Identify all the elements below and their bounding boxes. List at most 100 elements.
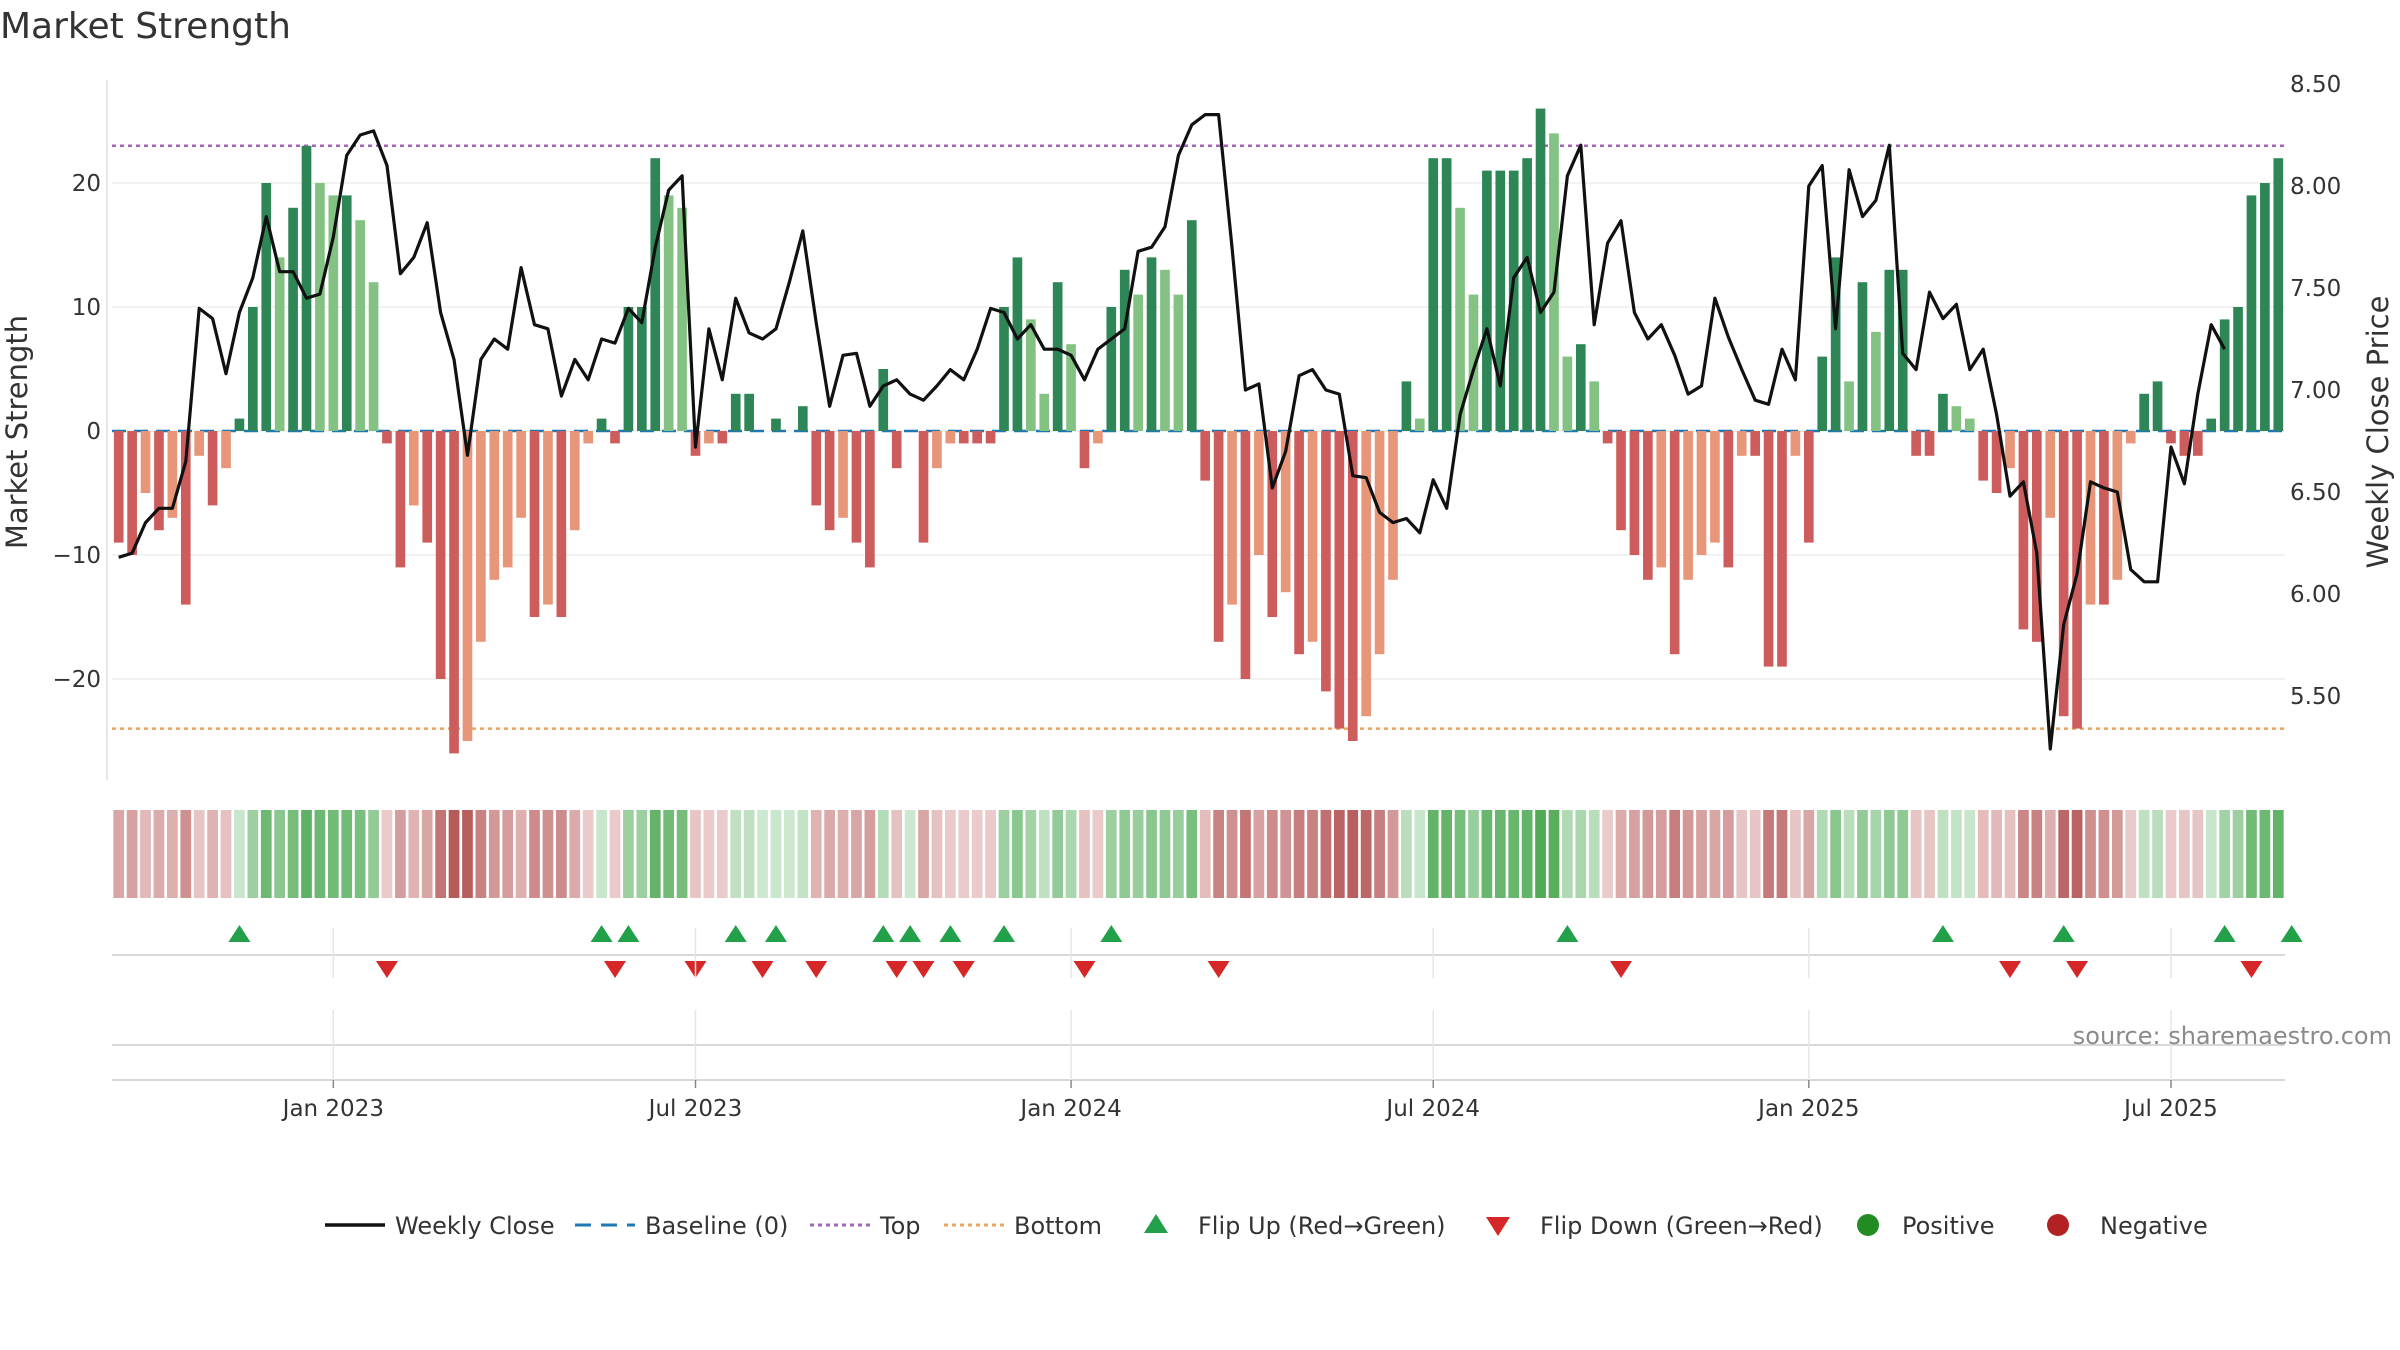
strength-bar [2005,431,2015,469]
strip-cell [341,810,353,898]
strength-bar [637,307,647,431]
strip-cell [1065,810,1077,898]
strip-cell [2205,810,2217,898]
strip-cell [891,810,903,898]
strip-cell [2272,810,2284,898]
strip-cell [488,810,500,898]
strip-cell [529,810,540,898]
strip-cell [1333,810,1345,898]
strip-cell [1682,810,1694,898]
weekly-close-line [118,113,2227,751]
legend-label: Baseline (0) [645,1212,788,1240]
strength-bar [1106,307,1117,431]
strength-bar [1455,207,1465,431]
strength-bar [972,431,983,444]
legend-label: Flip Up (Red→Green) [1198,1212,1446,1240]
strip-cell [1414,810,1426,898]
strip-cell [1642,810,1654,898]
strip-cell [569,810,581,898]
strip-cell [1548,810,1560,898]
strength-bar [1361,431,1371,717]
strip-cell [1427,810,1439,898]
flip-down-marker [2066,961,2089,978]
strip-cell [2138,810,2150,898]
strip-cell [2098,810,2110,898]
strip-cell [1977,810,1989,898]
strip-cell [596,810,607,898]
strip-cell [1253,810,1265,898]
strip-cell [2152,810,2163,898]
strip-cell [2232,810,2244,898]
legend-label: Weekly Close [395,1212,555,1240]
strength-bar [1750,431,1760,456]
strength-bar [1803,431,1814,543]
strength-bar [838,431,848,518]
strip-cell [1105,810,1117,898]
strength-bar [583,431,594,444]
strength-bar [797,406,808,431]
strength-bar [1267,431,1278,617]
strength-bar [2099,431,2109,605]
strength-bar [502,431,513,568]
strength-bar [1200,431,1211,481]
strength-bar [1602,431,1613,444]
strip-cell [797,810,809,898]
strip-cell [1320,810,1332,898]
strip-cell [1951,810,1962,898]
strip-cell [1696,810,1707,898]
flip-down-marker [1073,961,1096,978]
strength-bar [1857,282,1868,431]
strip-cell [1025,810,1037,898]
strip-cell [1722,810,1734,898]
strength-bar [878,369,889,431]
strip-cell [2058,810,2070,898]
strip-cell [301,810,312,898]
strip-cell [421,810,433,898]
strip-cell [851,810,862,898]
strip-cell [1186,810,1198,898]
left-axis-label: Market Strength [0,315,34,549]
flip-down-marker [805,961,828,978]
strength-bar [395,431,406,568]
strip-cell [193,810,205,898]
strength-bar [2166,431,2176,444]
strength-bar [945,431,956,444]
strength-bar [1414,418,1425,431]
legend: Weekly Close Baseline (0) Top Bottom Flip Up… [325,1212,2208,1240]
strip-cell [2071,810,2083,898]
strip-cell [743,810,755,898]
strip-cell [1347,810,1359,898]
flip-up-marker [872,925,895,942]
flip-up-marker [2213,925,2236,942]
strip-cell [555,810,567,898]
strip-cell [542,810,554,898]
strip-cell [234,810,245,898]
strength-bar [1790,431,1801,456]
strength-bar [1562,356,1573,431]
legend-swatch-negative [2047,1214,2069,1236]
flip-up-marker [2280,925,2303,942]
flip-markers-panel [112,925,2303,1081]
right-tick-label: 5.50 [2290,684,2341,710]
flip-up-marker [993,925,1016,942]
flip-up-marker [1100,925,1123,942]
strip-cell [582,810,594,898]
left-tick-label: 20 [72,171,101,197]
strength-bar [1173,294,1184,431]
x-tick-label: Jan 2023 [281,1096,384,1122]
x-tick-label: Jan 2024 [1018,1096,1121,1122]
strength-bar [1871,331,1881,431]
strength-bar [1160,269,1170,431]
strip-cell [1360,810,1372,898]
strength-bar [2273,158,2284,431]
strip-cell [2259,810,2271,898]
flip-up-marker [1931,925,1954,942]
strength-bar [1321,431,1331,692]
strip-cell [1494,810,1506,898]
legend-label: Negative [2100,1212,2208,1240]
strength-bar [449,431,459,754]
strength-bar [1710,431,1720,543]
strip-cell [368,810,379,898]
strip-cell [448,810,460,898]
strength-bar [596,418,607,431]
